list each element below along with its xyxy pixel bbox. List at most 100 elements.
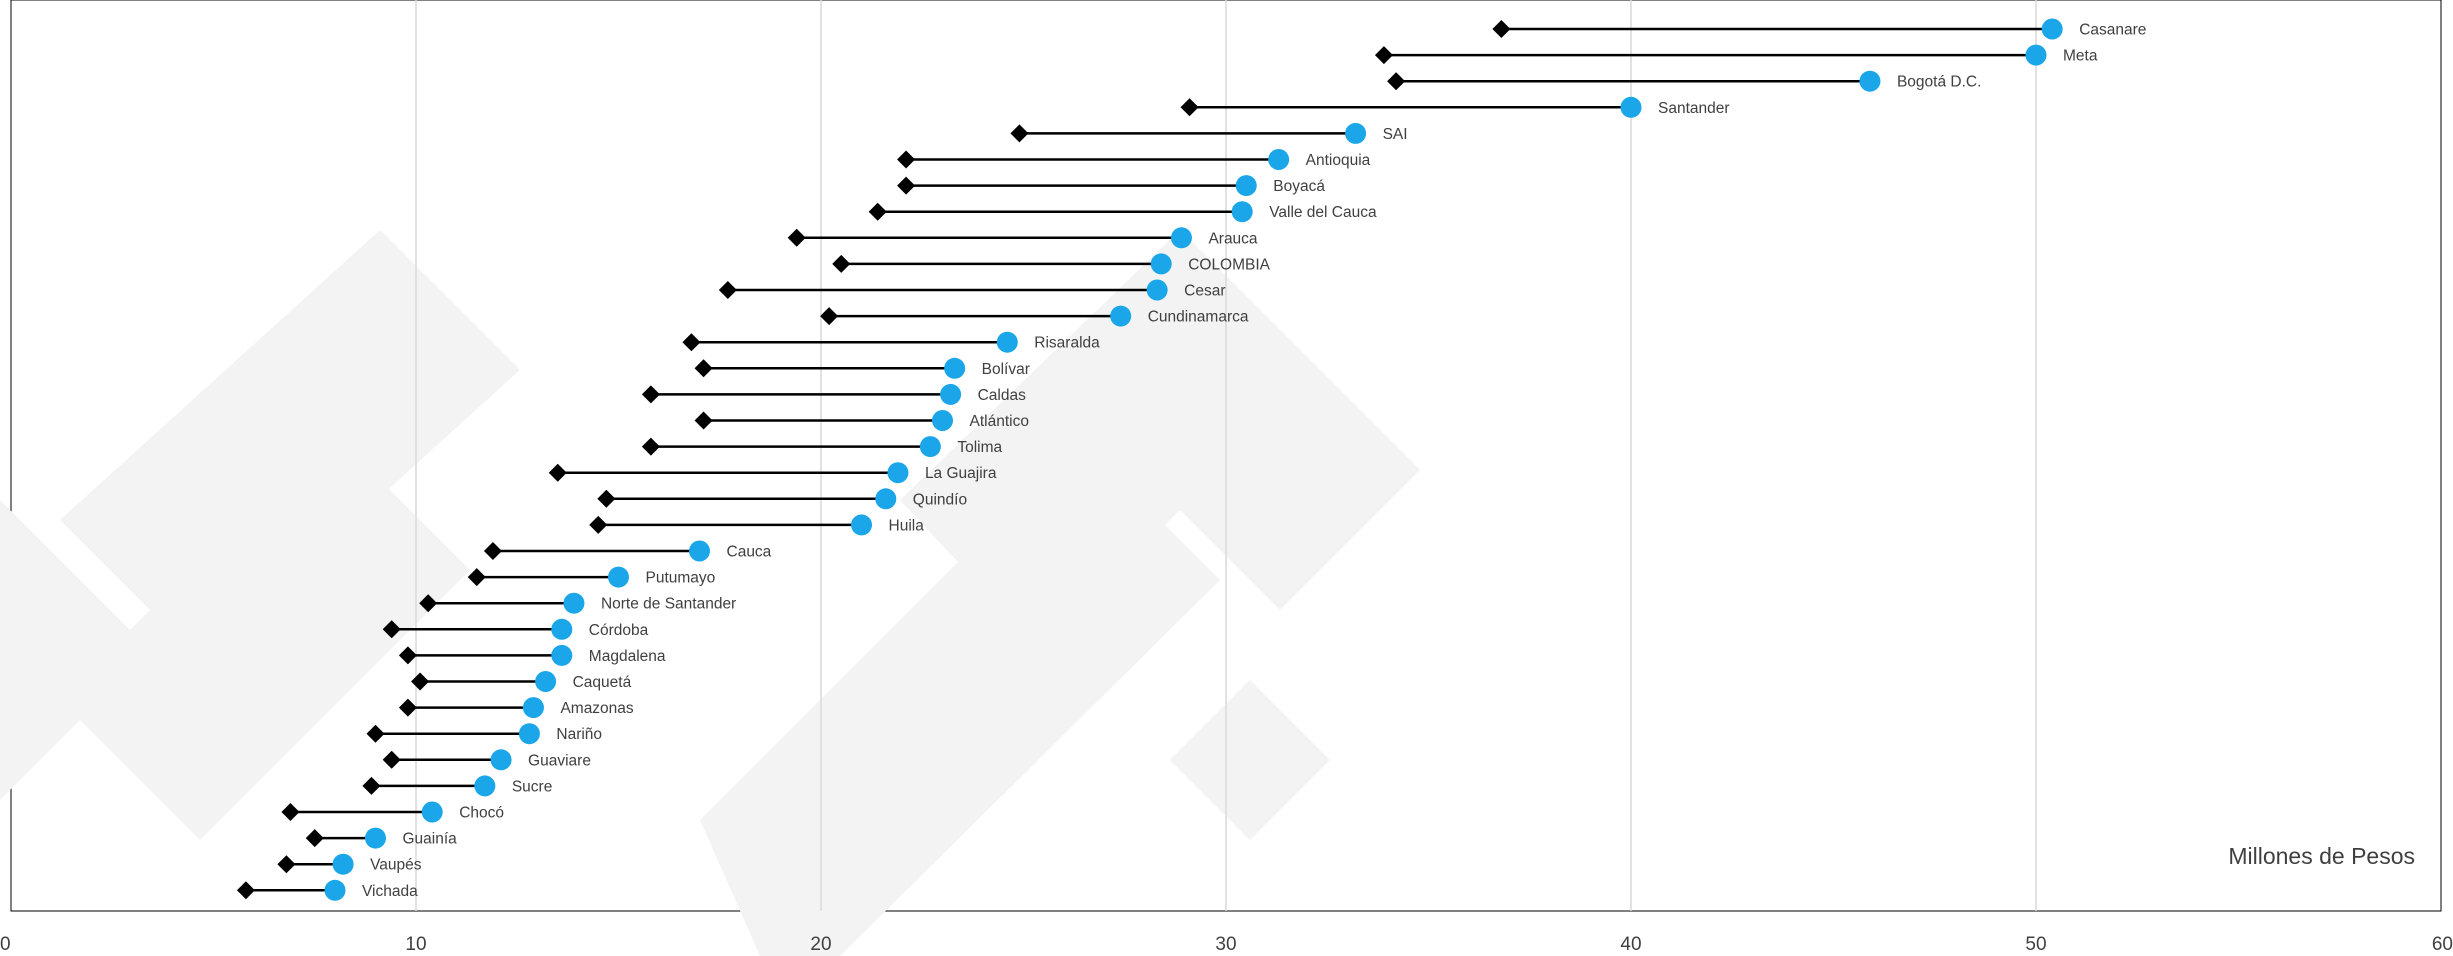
start-diamond-marker: [382, 620, 401, 639]
end-circle-marker: [1170, 227, 1192, 249]
start-diamond-marker: [382, 750, 401, 769]
row-28: Guaviare: [382, 749, 591, 771]
start-diamond-marker: [897, 150, 916, 169]
end-circle-marker: [919, 436, 941, 458]
end-circle-marker: [851, 514, 872, 536]
end-circle-marker: [1620, 96, 1642, 118]
end-circle-marker: [1231, 201, 1253, 223]
region-label: Antioquia: [1306, 152, 1371, 169]
start-diamond-marker: [694, 411, 713, 430]
end-circle-marker: [1110, 305, 1132, 327]
row-1: Meta: [1374, 44, 2098, 66]
row-4: SAI: [1010, 122, 1408, 144]
row-30: Chocó: [281, 801, 504, 823]
end-circle-marker: [421, 801, 443, 823]
region-label: Boyacá: [1273, 178, 1325, 195]
region-label: Caquetá: [573, 674, 632, 691]
row-11: Cundinamarca: [820, 305, 1249, 327]
start-diamond-marker: [718, 281, 737, 299]
row-16: Tolima: [641, 436, 1003, 458]
row-3: Santander: [1180, 96, 1730, 118]
start-diamond-marker: [548, 463, 567, 482]
end-circle-marker: [522, 697, 544, 719]
row-21: Putumayo: [467, 566, 716, 588]
region-label: SAI: [1383, 126, 1408, 143]
region-label: Vaupés: [370, 857, 422, 874]
region-label: Huila: [889, 517, 925, 534]
start-diamond-marker: [419, 594, 438, 613]
start-diamond-marker: [483, 542, 502, 560]
row-29: Sucre: [362, 775, 552, 797]
start-diamond-marker: [682, 333, 701, 352]
row-20: Cauca: [483, 540, 772, 562]
end-circle-marker: [2041, 18, 2063, 40]
start-diamond-marker: [820, 307, 839, 326]
row-10: Cesar: [718, 279, 1226, 301]
row-17: La Guajira: [548, 462, 997, 484]
start-diamond-marker: [277, 855, 296, 874]
start-diamond-marker: [398, 698, 417, 717]
region-label: Sucre: [512, 778, 552, 795]
row-2: Bogotá D.C.: [1387, 70, 1981, 92]
end-circle-marker: [1235, 175, 1257, 197]
end-circle-marker: [1859, 70, 1881, 92]
x-axis-ticks: 0 10 20 30 40 50 60: [0, 934, 2453, 955]
region-label: Cundinamarca: [1148, 309, 1249, 326]
x-tick-label: 20: [810, 934, 831, 955]
start-diamond-marker: [787, 228, 806, 247]
row-27: Nariño: [366, 723, 602, 745]
end-circle-marker: [996, 331, 1018, 353]
region-label: Arauca: [1208, 230, 1257, 247]
region-label: Putumayo: [646, 570, 716, 587]
row-23: Córdoba: [382, 618, 649, 640]
end-circle-marker: [608, 566, 629, 588]
row-14: Caldas: [641, 383, 1026, 405]
end-circle-marker: [518, 723, 540, 745]
start-diamond-marker: [589, 515, 608, 534]
region-label: Nariño: [556, 726, 602, 743]
row-31: Guainía: [305, 827, 458, 849]
row-12: Risaralda: [682, 331, 1100, 353]
end-circle-marker: [887, 462, 909, 484]
watermark-chevron-4: [0, 500, 150, 800]
unit-label: Millones de Pesos: [2228, 843, 2415, 869]
region-label: Risaralda: [1034, 335, 1100, 352]
start-diamond-marker: [897, 176, 916, 195]
region-label: Atlántico: [970, 413, 1029, 430]
start-diamond-marker: [1492, 20, 1511, 38]
start-diamond-marker: [1387, 72, 1406, 91]
end-circle-marker: [689, 540, 710, 562]
start-diamond-marker: [467, 568, 486, 587]
row-15: Atlántico: [694, 410, 1029, 431]
start-diamond-marker: [305, 829, 324, 848]
end-circle-marker: [875, 488, 897, 510]
end-circle-marker: [490, 749, 512, 771]
region-label: Valle del Cauca: [1269, 204, 1377, 221]
end-circle-marker: [551, 644, 573, 666]
start-diamond-marker: [1374, 46, 1393, 65]
start-diamond-marker: [362, 776, 381, 795]
watermark-chevron-5: [1170, 680, 1330, 840]
start-diamond-marker: [398, 646, 417, 665]
region-label: Bolívar: [982, 361, 1030, 378]
start-diamond-marker: [366, 724, 385, 743]
row-18: Quindío: [597, 488, 967, 510]
region-label: Chocó: [459, 805, 504, 822]
end-circle-marker: [332, 853, 354, 875]
row-5: Antioquia: [897, 149, 1371, 170]
region-label: Guainía: [403, 831, 458, 848]
region-label: COLOMBIA: [1188, 256, 1270, 273]
start-diamond-marker: [281, 803, 300, 821]
region-label: Tolima: [957, 439, 1002, 456]
x-tick-label: 10: [405, 934, 426, 955]
x-tick-label: 30: [1215, 934, 1236, 955]
start-diamond-marker: [641, 437, 660, 456]
row-13: Bolívar: [694, 357, 1030, 379]
end-circle-marker: [474, 775, 496, 797]
start-diamond-marker: [1010, 124, 1029, 143]
start-diamond-marker: [868, 202, 887, 221]
watermark-chevron-0: [60, 430, 470, 840]
end-circle-marker: [1150, 253, 1172, 275]
region-label: Córdoba: [589, 622, 649, 639]
